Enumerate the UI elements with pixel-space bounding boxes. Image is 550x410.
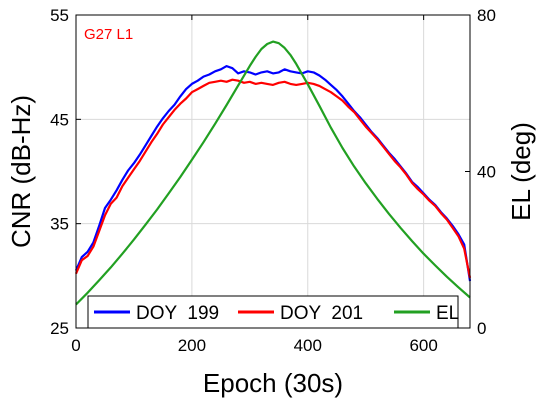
legend-label: DOY 199 <box>136 303 219 324</box>
x-tick-label: 0 <box>71 336 80 355</box>
right-y-tick-label: 80 <box>477 6 496 25</box>
grid-lines <box>75 14 470 329</box>
left-y-axis-label: CNR (dB-Hz) <box>6 95 36 248</box>
legend-label: DOY 201 <box>280 303 363 324</box>
x-axis-label: Epoch (30s) <box>203 368 343 398</box>
series-lines <box>74 40 472 306</box>
x-tick-label: 400 <box>294 336 322 355</box>
series-line-doy-201 <box>74 78 472 279</box>
right-y-tick-label: 0 <box>477 319 486 338</box>
left-y-tick-label: 25 <box>50 319 69 338</box>
left-y-tick-label: 55 <box>50 6 69 25</box>
legend-label: EL <box>436 303 459 324</box>
right-y-axis-label: EL (deg) <box>506 122 536 221</box>
series-line-el <box>75 40 471 306</box>
x-tick-label: 600 <box>409 336 437 355</box>
x-tick-label: 200 <box>178 336 206 355</box>
series-line-doy-199 <box>74 64 472 282</box>
axis-ticks: 0 200 400 600 25 35 45 55 0 40 80 <box>50 6 496 355</box>
left-y-tick-label: 35 <box>50 215 69 234</box>
left-y-tick-label: 45 <box>50 110 69 129</box>
satellite-annotation: G27 L1 <box>84 26 133 43</box>
right-y-tick-label: 40 <box>477 163 496 182</box>
legend: DOY 199 DOY 201 EL <box>87 295 459 329</box>
plot-frame <box>75 14 471 329</box>
